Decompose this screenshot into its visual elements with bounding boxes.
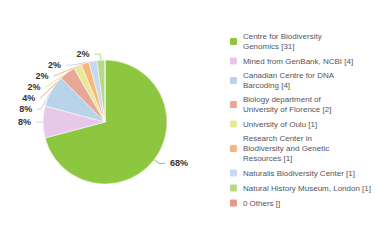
svg-text:4%: 4% (22, 93, 35, 103)
svg-text:2%: 2% (48, 60, 61, 70)
svg-text:2%: 2% (27, 82, 40, 92)
svg-text:Canadian Centre for DNA: Canadian Centre for DNA (243, 71, 335, 80)
svg-text:Biodiversity and Genetic: Biodiversity and Genetic (243, 144, 329, 153)
svg-text:Biology department of: Biology department of (243, 95, 322, 104)
svg-text:University of Oulu [1]: University of Oulu [1] (243, 120, 317, 129)
svg-text:University of Florence [2]: University of Florence [2] (243, 105, 331, 114)
svg-text:8%: 8% (18, 117, 31, 127)
svg-text:2%: 2% (35, 71, 48, 81)
svg-text:Mined from GenBank, NCBI [4]: Mined from GenBank, NCBI [4] (243, 57, 353, 66)
svg-text:Barcoding [4]: Barcoding [4] (243, 81, 290, 90)
svg-text:8%: 8% (19, 104, 32, 114)
svg-text:68%: 68% (170, 158, 188, 168)
svg-text:Natural History Museum, London: Natural History Museum, London [1] (243, 184, 371, 193)
svg-text:Genomics [31]: Genomics [31] (243, 42, 295, 51)
svg-text:0 Others []: 0 Others [] (243, 199, 280, 208)
svg-text:Centre for Biodiversity: Centre for Biodiversity (243, 32, 322, 41)
svg-text:Resources [1]: Resources [1] (243, 154, 292, 163)
svg-text:Naturalis Biodiversity Center: Naturalis Biodiversity Center [1] (243, 169, 355, 178)
svg-text:2%: 2% (77, 49, 90, 59)
svg-text:Research Center in: Research Center in (243, 134, 312, 143)
